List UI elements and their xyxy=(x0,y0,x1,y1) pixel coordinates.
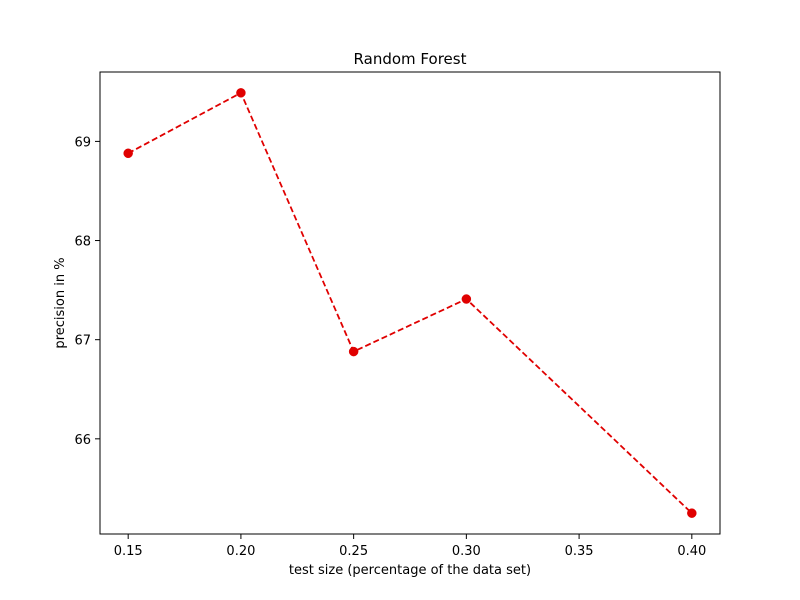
x-tick-label: 0.25 xyxy=(339,544,368,559)
plot-frame xyxy=(99,71,721,535)
series-line xyxy=(127,91,693,514)
y-axis: 66 67 68 69 xyxy=(74,135,100,448)
y-tick-label: 69 xyxy=(74,135,91,150)
y-tick-label: 67 xyxy=(74,334,91,349)
x-tick-label: 0.35 xyxy=(565,544,594,559)
data-point xyxy=(687,508,697,518)
x-tick-label: 0.40 xyxy=(677,544,706,559)
chart-title: Random Forest xyxy=(354,50,467,68)
y-tick-label: 68 xyxy=(74,235,91,250)
x-tick-label: 0.15 xyxy=(114,544,143,559)
data-point xyxy=(123,148,133,159)
x-axis-label: test size (percentage of the data set) xyxy=(289,563,531,578)
y-tick-label: 66 xyxy=(74,433,91,448)
x-tick-label: 0.30 xyxy=(452,544,481,559)
data-point xyxy=(461,294,472,304)
y-axis-label: precision in % xyxy=(53,257,68,348)
data-point xyxy=(236,88,246,98)
x-tick-label: 0.20 xyxy=(226,544,255,559)
data-point xyxy=(348,346,359,357)
plot-area xyxy=(123,88,697,518)
x-axis: 0.15 0.20 0.25 0.30 0.35 0.40 xyxy=(114,534,706,559)
